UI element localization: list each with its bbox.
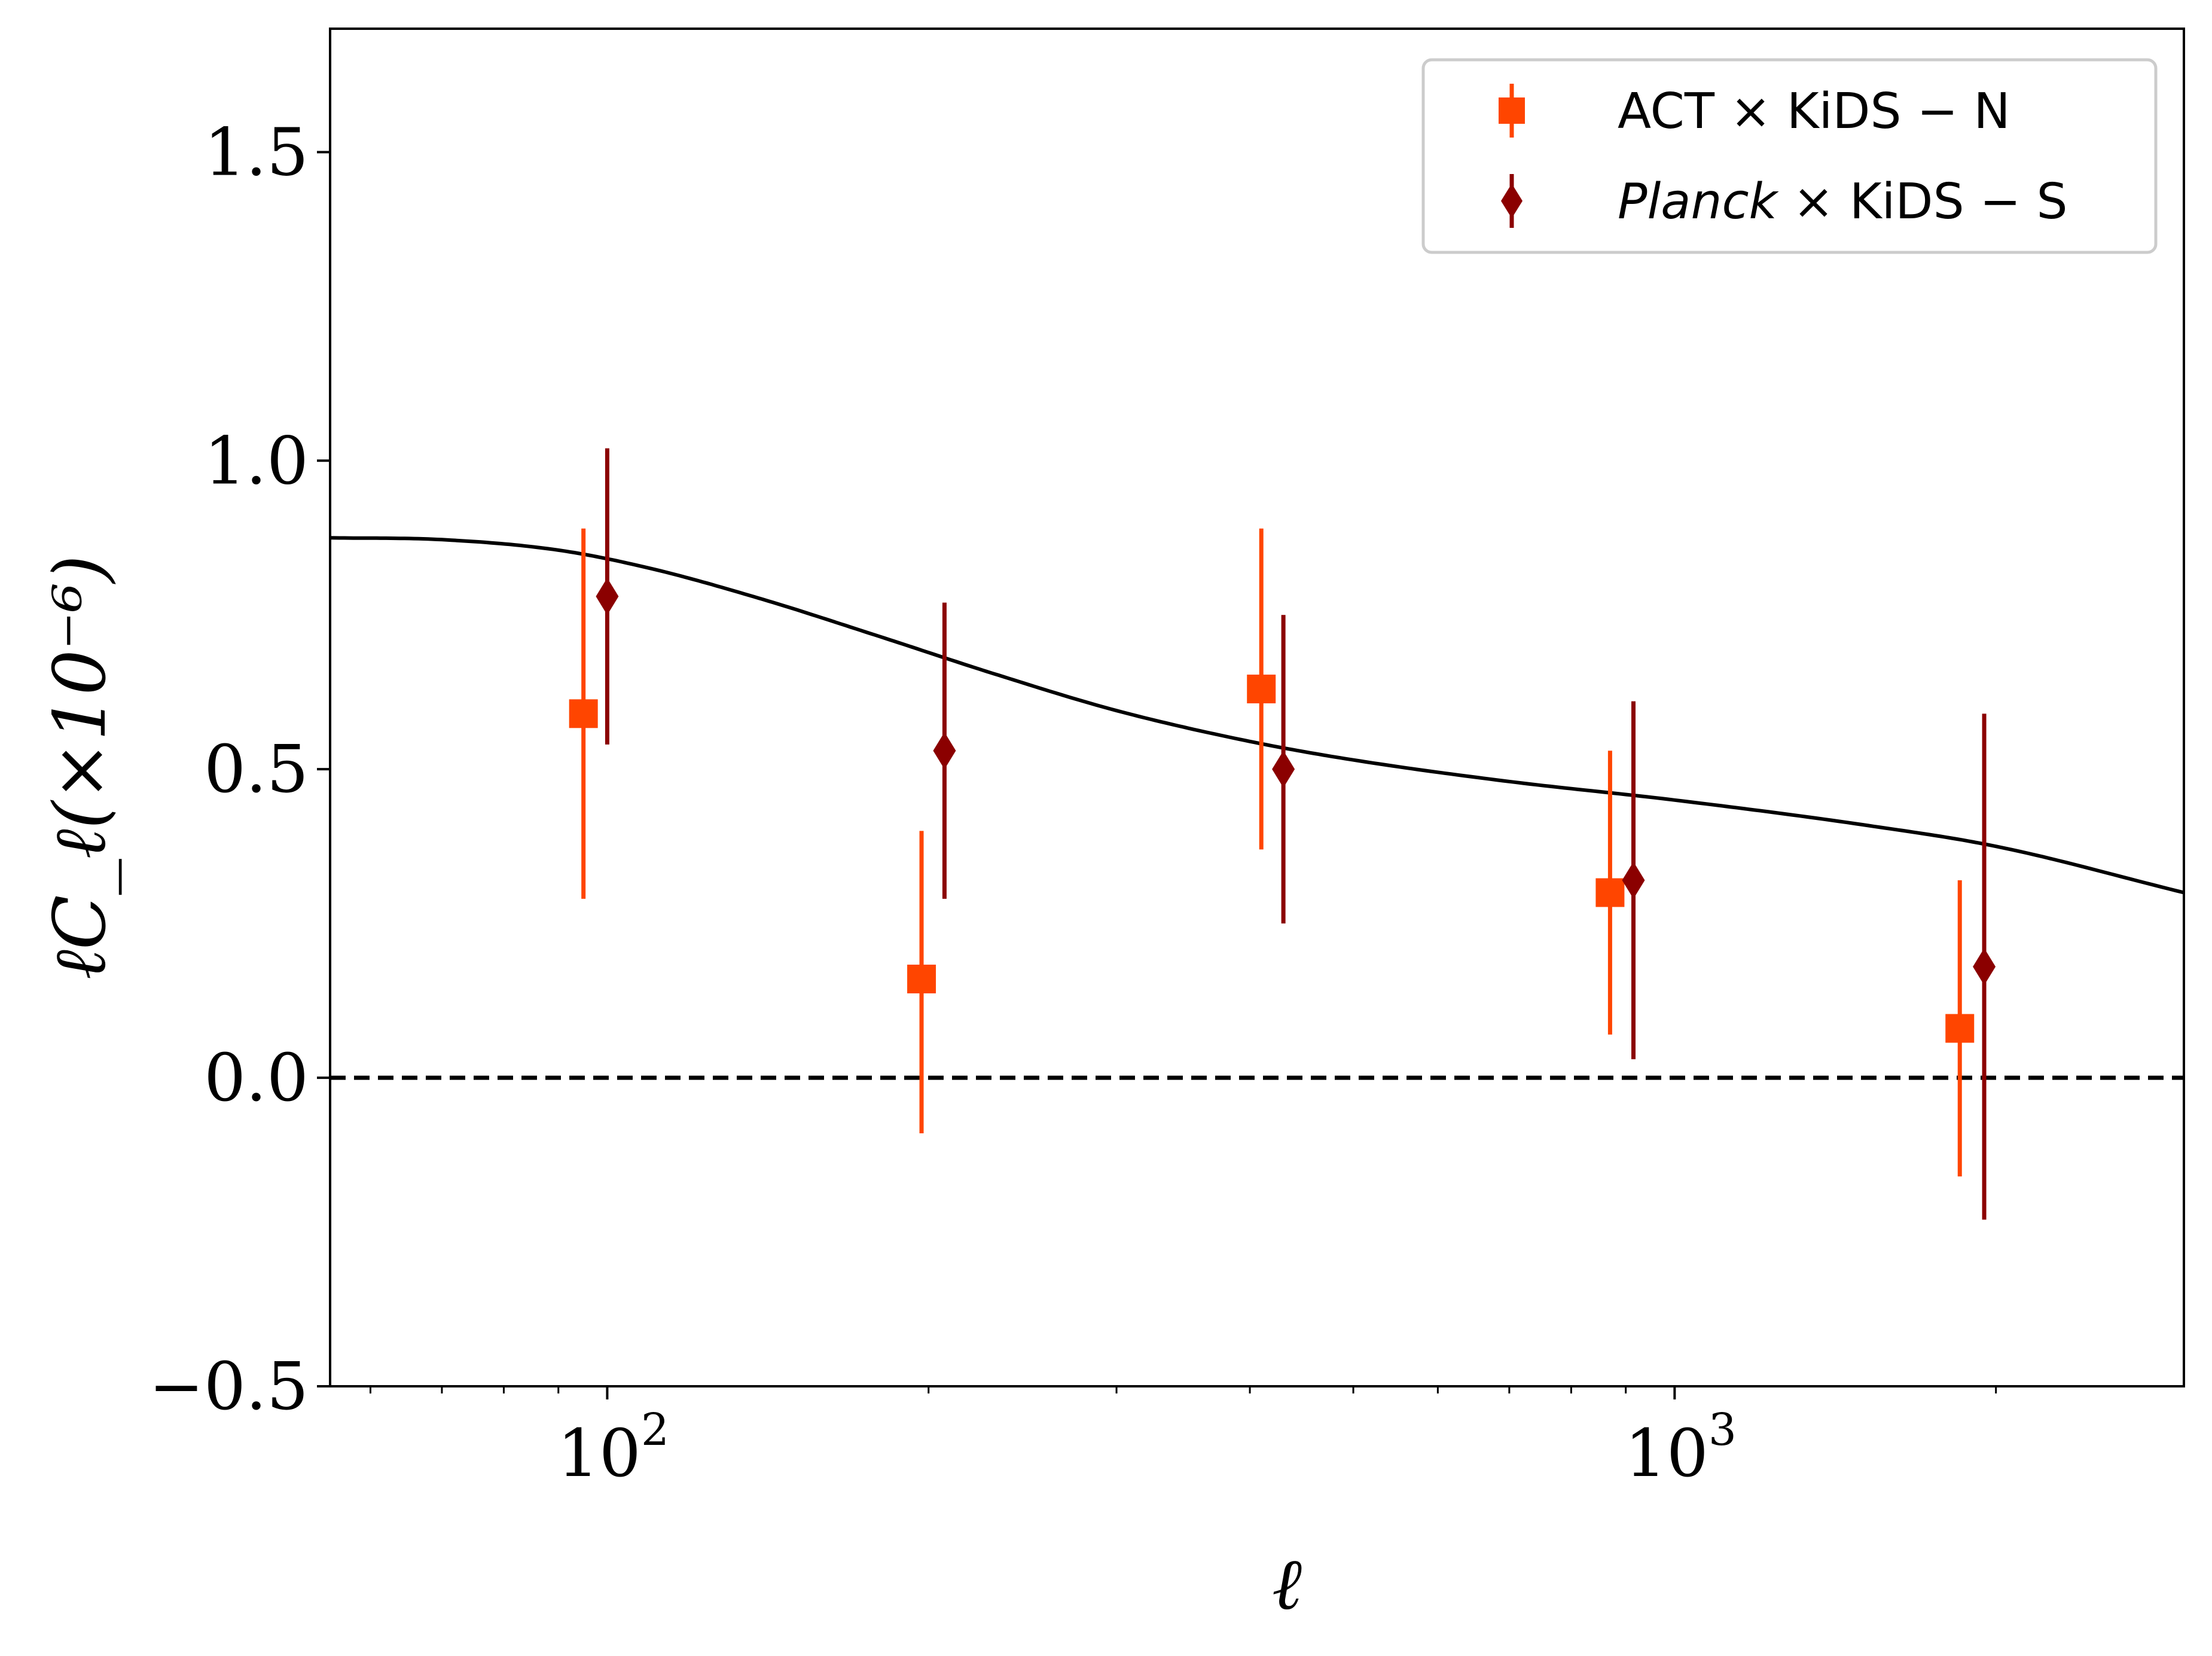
legend-frame — [1421, 58, 2158, 254]
legend-marker-diamond — [1501, 184, 1523, 218]
data-point-square — [1247, 675, 1276, 704]
y-tick-label: −0.5 — [149, 1348, 309, 1425]
data-point-diamond — [596, 578, 619, 615]
data-point-diamond — [1272, 751, 1295, 788]
axes: −0.5 0.0 0.5 1.0 1.5 102 103 ℓ ℓC_ℓ(×10⁻⁶) — [39, 28, 2185, 1626]
data-point-square — [1595, 878, 1625, 907]
data-point-diamond — [1973, 948, 1996, 986]
plot-area — [330, 448, 2184, 1220]
x-tick-label: 103 — [1625, 1404, 1737, 1492]
axes-frame — [329, 28, 2185, 1387]
y-tick-label: 1.0 — [204, 422, 309, 499]
x-axis-label: ℓ — [1272, 1543, 1302, 1626]
legend-entry-planck-kids-s: Planck × KiDS − S — [1501, 173, 2068, 230]
y-tick-label: 1.5 — [204, 114, 309, 190]
data-point-square — [1945, 1014, 1975, 1043]
series-planck-kids-s — [596, 448, 1996, 1220]
legend-label: Planck × KiDS − S — [1618, 173, 2068, 230]
y-tick-label: 0.0 — [204, 1039, 309, 1116]
data-point-diamond — [933, 732, 956, 770]
data-point-square — [569, 699, 598, 728]
y-tick-label: 0.5 — [204, 731, 309, 807]
data-point-square — [907, 965, 936, 993]
legend-label: ACT × KiDS − N — [1618, 83, 2010, 140]
legend-marker-square — [1499, 97, 1525, 124]
x-tick-label: 102 — [557, 1404, 669, 1492]
legend-entry-act-kids-n: ACT × KiDS − N — [1499, 83, 2010, 140]
y-axis-label: ℓC_ℓ(×10⁻⁶) — [39, 555, 122, 980]
legend: ACT × KiDS − N Planck × KiDS − S — [1421, 58, 2158, 254]
series-act-kids-n — [569, 528, 1975, 1177]
data-point-diamond — [1622, 861, 1645, 899]
theory-curve — [330, 536, 2184, 895]
